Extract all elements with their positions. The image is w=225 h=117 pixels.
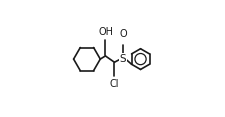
Text: S: S — [120, 54, 126, 64]
Text: OH: OH — [98, 27, 113, 37]
Text: O: O — [119, 29, 127, 38]
Text: Cl: Cl — [110, 79, 119, 89]
